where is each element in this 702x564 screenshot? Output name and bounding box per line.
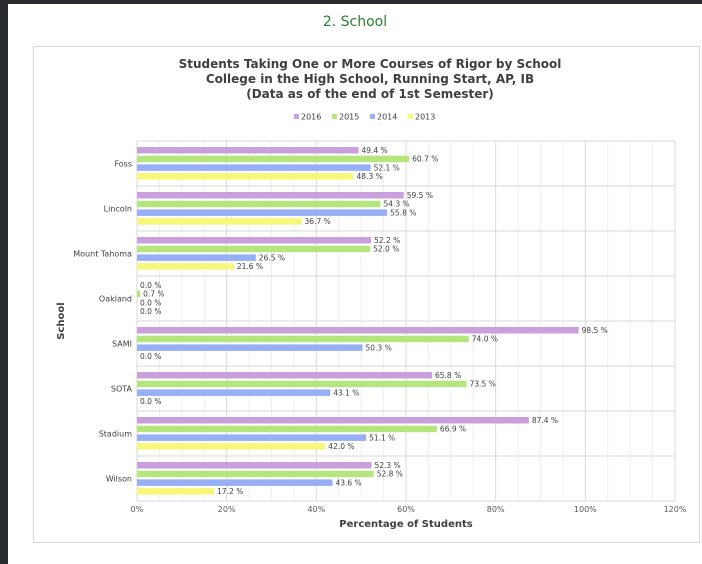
legend-label-2014: 2014 [377,113,397,122]
section-heading: 2. School [322,14,388,30]
data-label: 66.9 % [440,425,466,434]
bar-2013-mount-tahoma [137,263,234,270]
x-tick-label: 20% [218,505,236,514]
bar-2015-sami [137,335,469,343]
data-label: 52.1 % [374,163,400,172]
data-label: 43.6 % [335,478,361,487]
category-label-lincoln: Lincoln [104,205,132,214]
document-page: 2. School Students Taking One or More Co… [8,4,702,564]
data-label: 36.7 % [305,217,331,226]
data-label: 52.8 % [377,470,403,479]
bar-2015-foss [137,155,410,163]
legend-swatch-2016 [294,114,299,119]
data-label: 21.6 % [237,262,263,271]
bar-2015-wilson [137,470,374,478]
category-label-stadium: Stadium [99,430,132,439]
bar-2016-stadium [137,417,529,424]
data-label: 51.1 % [369,433,395,442]
data-label: 0.0 % [140,298,161,307]
bar-2016-foss [137,147,359,154]
bar-2015-oakland [137,290,141,298]
bar-2015-lincoln [137,200,381,208]
data-label: 0.7 % [143,290,164,299]
bar-2015-stadium [137,425,437,433]
x-tick-label: 60% [397,505,415,514]
bar-2014-lincoln [137,209,388,216]
y-axis-title: School [56,302,67,339]
legend-swatch-2014 [370,114,375,119]
legend-swatch-2013 [408,114,413,119]
data-label: 59.5 % [407,191,433,200]
bar-2016-wilson [137,462,372,469]
legend-label-2013: 2013 [415,113,435,122]
data-label: 87.4 % [532,416,558,425]
chart-title-line: College in the High School, Running Star… [206,72,534,86]
data-label: 60.7 % [412,155,438,164]
bar-2016-sami [137,327,579,334]
bar-2013-stadium [137,443,326,450]
bar-chart: Students Taking One or More Courses of R… [56,57,687,530]
data-label: 0.0 % [140,352,161,361]
bar-2016-sota [137,372,433,379]
legend-label-2015: 2015 [339,113,359,122]
data-label: 52.3 % [374,461,400,470]
data-label: 42.0 % [328,442,354,451]
data-label: 43.1 % [333,388,359,397]
data-label: 26.5 % [259,253,285,262]
chart-frame: Students Taking One or More Courses of R… [33,46,700,543]
bar-2014-wilson [137,479,333,486]
x-tick-label: 80% [487,505,505,514]
bar-2014-foss [137,164,371,171]
x-axis-title: Percentage of Students [339,519,472,530]
data-label: 52.2 % [374,236,400,245]
data-label: 98.5 % [582,326,608,335]
data-label: 55.8 % [390,208,416,217]
chart-title-line: (Data as of the end of 1st Semester) [246,87,494,101]
x-tick-label: 40% [307,505,325,514]
data-label: 74.0 % [472,335,498,344]
category-label-foss: Foss [114,160,132,169]
category-label-wilson: Wilson [106,475,132,484]
data-label: 50.3 % [366,343,392,352]
category-label-mount-tahoma: Mount Tahoma [73,250,132,259]
bar-2013-wilson [137,488,215,495]
data-label: 17.2 % [217,487,243,496]
data-label: 65.8 % [435,371,461,380]
category-label-oakland: Oakland [99,295,132,304]
chart-title-line: Students Taking One or More Courses of R… [179,57,562,71]
bar-2015-sota [137,380,467,388]
bar-2014-sota [137,389,331,396]
data-label: 54.3 % [383,200,409,209]
bar-2014-mount-tahoma [137,254,256,261]
legend-label-2016: 2016 [301,113,321,122]
category-label-sami: SAMI [112,340,132,349]
bar-2016-lincoln [137,192,404,199]
bar-2015-mount-tahoma [137,245,371,253]
category-label-sota: SOTA [111,385,133,394]
bar-2014-sami [137,344,363,351]
data-label: 52.0 % [373,245,399,254]
bar-2016-mount-tahoma [137,237,372,244]
data-label: 73.5 % [470,380,496,389]
bar-2014-stadium [137,434,367,441]
x-tick-label: 0% [131,505,144,514]
data-label: 0.0 % [140,307,161,316]
data-label: 48.3 % [357,172,383,181]
bar-2013-lincoln [137,218,302,225]
legend-swatch-2015 [332,114,337,119]
data-label: 49.4 % [361,146,387,155]
data-label: 0.0 % [140,397,161,406]
bar-2013-foss [137,173,354,180]
data-label: 0.0 % [140,281,161,290]
x-tick-label: 100% [574,505,597,514]
x-tick-label: 120% [664,505,687,514]
